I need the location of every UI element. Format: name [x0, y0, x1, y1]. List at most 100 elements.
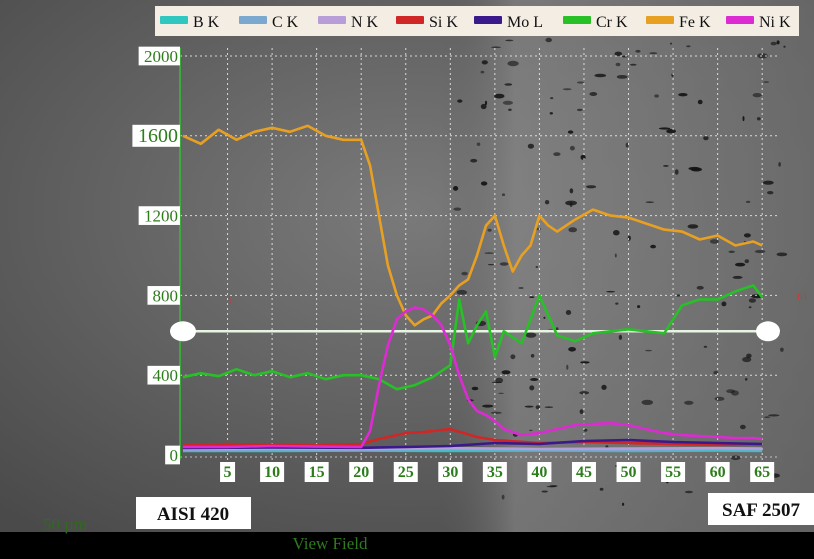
pore	[502, 193, 505, 196]
pore	[502, 370, 511, 374]
pore	[565, 201, 577, 206]
pore	[768, 414, 779, 416]
pore	[577, 109, 583, 111]
pore	[550, 97, 553, 99]
pore	[566, 365, 568, 370]
pore	[726, 389, 735, 393]
pore	[743, 116, 745, 121]
pore	[491, 47, 501, 48]
pore	[453, 208, 461, 211]
pore	[457, 290, 467, 295]
pore	[729, 251, 735, 253]
pore	[494, 94, 504, 99]
x-axis-label: View Field	[293, 534, 368, 553]
pore	[529, 296, 534, 298]
pore	[749, 298, 756, 303]
y-tick-label: 0	[170, 446, 179, 465]
scan-line-left-handle[interactable]	[170, 321, 196, 341]
pore	[659, 127, 671, 129]
x-tick-label: 15	[309, 464, 325, 481]
pore	[586, 185, 596, 188]
pore	[500, 262, 509, 265]
pore	[688, 224, 699, 228]
x-tick-label: 40	[531, 464, 547, 481]
pore	[530, 378, 538, 381]
pore	[733, 276, 743, 279]
pore	[666, 129, 676, 133]
y-tick-label: 800	[153, 286, 179, 305]
pore	[528, 144, 534, 149]
legend-label-b-k: B K	[193, 14, 220, 31]
legend-label-n-k: N K	[351, 14, 379, 31]
y-tick-label: 2000	[144, 47, 178, 66]
pore	[654, 94, 659, 97]
legend-swatch-c-k	[239, 16, 267, 24]
pore	[783, 46, 785, 48]
legend-swatch-fe-k	[646, 16, 674, 24]
pore	[481, 71, 485, 74]
pore	[594, 74, 606, 78]
x-tick-label: 60	[710, 464, 726, 481]
pore	[577, 81, 584, 83]
pore	[485, 101, 487, 105]
pore	[744, 233, 751, 237]
pore	[777, 40, 780, 44]
pore	[740, 425, 746, 430]
pore	[615, 303, 618, 305]
right-material-label: SAF 2507	[722, 500, 800, 521]
pore	[504, 83, 512, 86]
pore	[502, 495, 505, 500]
pore	[763, 181, 774, 185]
pore	[580, 409, 584, 414]
legend-label-si-k: Si K	[429, 14, 458, 31]
pore	[771, 42, 777, 46]
x-tick-label: 30	[442, 464, 458, 481]
pore	[566, 310, 571, 315]
pore	[491, 412, 502, 414]
pore	[622, 503, 624, 506]
pore	[563, 88, 572, 90]
pore	[531, 354, 535, 358]
pore	[742, 357, 751, 362]
pore	[580, 361, 589, 363]
pore	[745, 259, 749, 263]
x-tick-label: 10	[264, 464, 280, 481]
pore	[746, 201, 750, 203]
pore	[606, 291, 615, 293]
pore	[453, 186, 458, 191]
pore	[780, 348, 784, 352]
y-tick-label: 400	[153, 366, 179, 385]
pore	[686, 45, 690, 47]
pore	[526, 332, 537, 337]
scan-line-right-handle[interactable]	[756, 321, 780, 341]
y-tick-label: 1600	[138, 125, 178, 147]
legend-label-mo-l: Mo L	[507, 14, 543, 31]
pore	[755, 250, 766, 253]
pore	[510, 354, 515, 359]
pore	[684, 401, 693, 405]
pore	[645, 350, 652, 352]
legend-swatch-n-k	[318, 16, 346, 24]
pore	[698, 100, 703, 105]
pore	[615, 52, 623, 56]
pore	[663, 165, 669, 167]
pore	[545, 406, 554, 408]
pore	[688, 167, 700, 170]
pore	[778, 162, 781, 167]
pore	[553, 152, 560, 156]
pore	[642, 400, 654, 405]
pore	[488, 264, 494, 265]
pore	[568, 130, 573, 133]
pore	[704, 346, 707, 348]
pore	[637, 305, 640, 308]
pore	[646, 201, 654, 203]
pore	[550, 112, 553, 115]
pore	[477, 143, 481, 146]
bottom-strip	[0, 532, 814, 554]
x-tick-label: 5	[224, 464, 232, 481]
x-tick-label: 20	[353, 464, 369, 481]
scale-bar-label: 50 µm	[43, 515, 87, 534]
pore	[735, 263, 745, 267]
pore	[749, 306, 752, 308]
pore	[649, 52, 657, 54]
